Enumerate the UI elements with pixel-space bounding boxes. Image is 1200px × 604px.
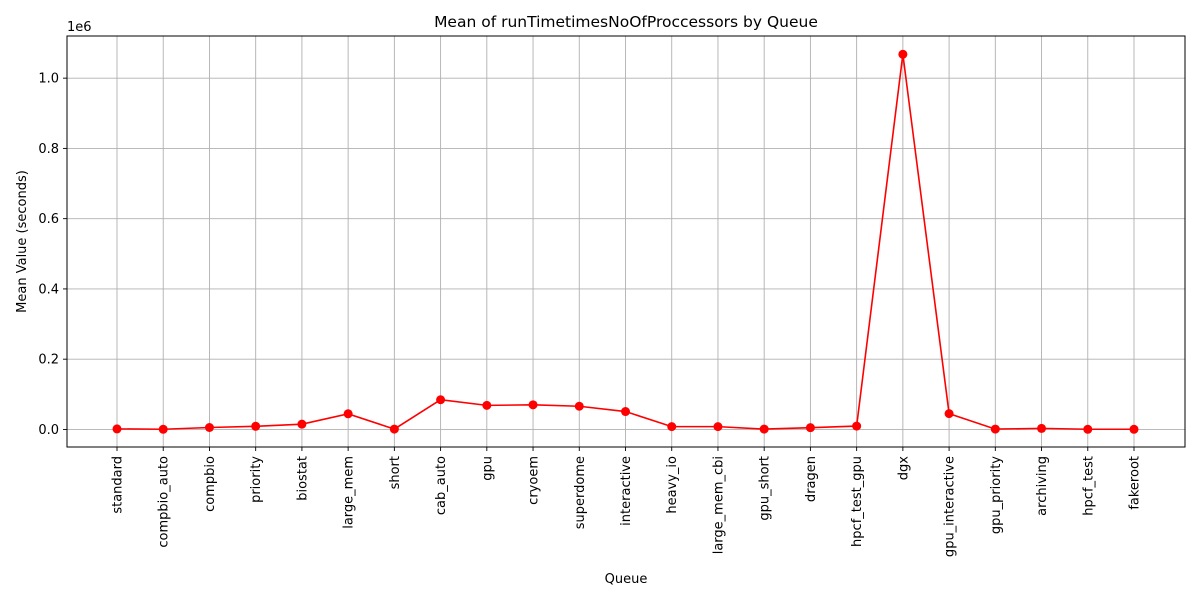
x-tick-label: standard (111, 456, 126, 514)
x-tick-label: compbio (203, 456, 218, 512)
x-tick-label: archiving (1035, 456, 1050, 516)
x-tick-label: dragen (804, 456, 819, 502)
data-point (251, 421, 261, 431)
data-point (297, 419, 307, 429)
x-tick-label: cab_auto (434, 456, 449, 515)
data-point (204, 423, 214, 433)
data-point (1037, 423, 1047, 433)
x-tick-label: hpcf_test (1081, 456, 1096, 516)
x-tick-label: gpu_interactive (943, 456, 958, 557)
data-point (759, 424, 769, 434)
data-point (482, 400, 492, 410)
data-point (898, 49, 908, 59)
x-tick-label: fakeroot (1128, 456, 1143, 510)
data-point (1083, 424, 1093, 434)
x-tick-label: gpu_short (758, 456, 773, 521)
x-tick-label: hpcf_test_gpu (850, 456, 865, 547)
x-tick-label: cryoem (527, 456, 542, 505)
y-tick-label: 0.8 (38, 142, 59, 157)
data-point (389, 424, 399, 434)
x-tick-label: superdome (573, 456, 588, 529)
y-tick-label: 0.2 (38, 353, 59, 368)
data-point (621, 407, 630, 417)
x-tick-label: dgx (896, 456, 911, 481)
data-point (158, 424, 168, 434)
plot-frame (66, 35, 1186, 448)
x-tick-label: priority (249, 456, 264, 503)
x-tick-label: gpu (480, 456, 495, 481)
data-point (528, 400, 538, 410)
x-tick-label: large_mem (342, 456, 357, 529)
series-queue-mean (112, 49, 1139, 434)
x-tick-label: large_mem_cbi (711, 456, 726, 554)
data-point (343, 409, 353, 419)
x-tick-label: interactive (619, 456, 634, 526)
x-axis-label: Queue (605, 572, 648, 587)
y-axis-label: Mean Value (seconds) (15, 170, 30, 313)
data-point (574, 401, 584, 411)
grid-lines (67, 36, 1185, 447)
axes: standard compbio_auto compbio priority biost… (38, 72, 1142, 557)
data-point (944, 409, 954, 419)
y-tick-label: 1.0 (38, 72, 59, 87)
data-point (1129, 424, 1139, 434)
data-point (667, 422, 677, 432)
y-axis-offset-label: 1e6 (67, 20, 92, 35)
chart-title: Mean of runTimetimesNoOfProccessors by Q… (434, 13, 818, 31)
data-point (805, 423, 815, 433)
y-tick-label: 0.6 (38, 212, 59, 227)
x-tick-label: biostat (295, 456, 310, 501)
data-point (713, 422, 723, 432)
y-tick-label: 0.4 (38, 282, 59, 297)
x-tick-label: short (388, 456, 403, 489)
x-tick-label: compbio_auto (157, 456, 172, 548)
y-tick-label: 0.0 (38, 423, 59, 438)
data-point (436, 395, 446, 405)
data-point (852, 421, 862, 431)
x-tick-label: heavy_io (665, 456, 680, 514)
x-tick-label: gpu_priority (989, 456, 1004, 534)
data-point (112, 424, 122, 434)
data-point (990, 424, 1000, 434)
